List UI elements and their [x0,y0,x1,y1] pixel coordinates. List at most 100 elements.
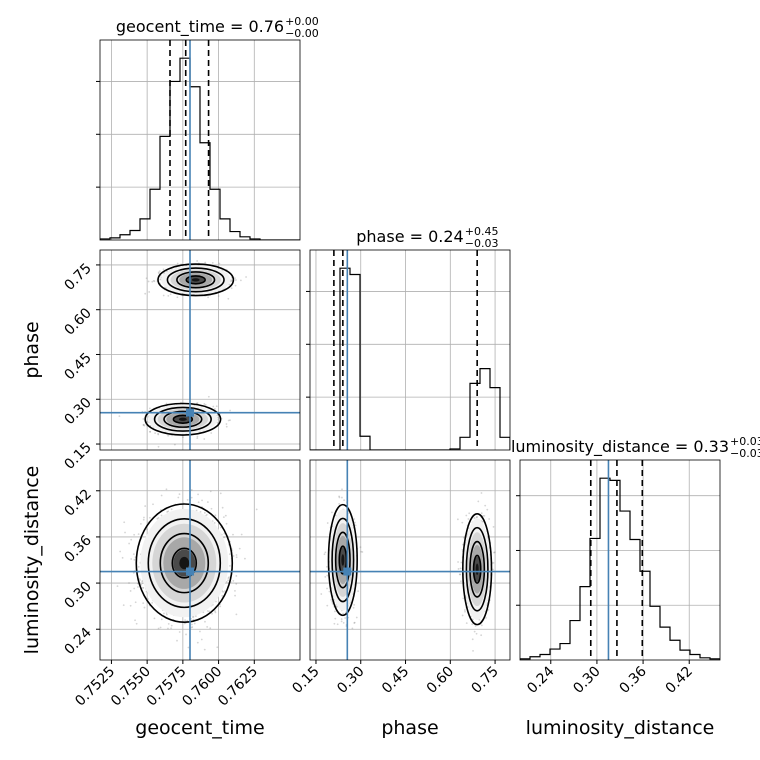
contour-line [331,517,355,603]
sample-point [457,568,460,570]
sample-point [141,580,144,583]
contour-line [153,406,212,432]
sample-point [473,630,476,633]
hist-panel-geocent_time: geocent_time = 0.76 +0.00−0.00 [96,15,319,241]
sample-point [167,622,170,625]
sample-point [160,494,163,497]
sample-point [336,623,339,626]
sample-point [203,648,206,651]
sample-point [196,260,199,262]
sample-point [176,296,179,299]
sample-point [121,556,124,559]
sample-point [151,601,154,604]
sample-point [183,622,186,625]
sample-point [167,434,170,437]
sample-point [212,405,215,408]
sample-point [137,586,139,588]
sample-point [223,536,225,539]
sample-point [190,489,193,491]
contour-line [176,271,216,289]
sample-point [216,421,219,424]
sample-point [227,577,230,580]
contour-line [157,263,235,297]
sample-point [157,516,160,519]
sample-point [190,626,193,629]
sample-point [170,508,173,511]
sample-point [118,415,121,418]
sample-point [354,524,357,527]
sample-point [214,611,217,614]
sample-point [357,590,360,593]
sample-point [326,574,329,577]
sample-point [199,510,202,513]
sample-point [129,604,132,607]
histogram-luminosity_distance [520,477,720,660]
sample-point [234,284,237,287]
scatter-panel-geocent_time-luminosity_distance [99,459,301,661]
sample-point [217,295,220,297]
sample-point [359,546,362,549]
sample-point [151,280,154,283]
sample-point [227,419,230,422]
sample-point [206,610,209,612]
sample-point [143,424,146,427]
sample-point [360,550,362,553]
sample-point [200,638,203,641]
contour-line [159,532,210,594]
sample-point [147,280,150,283]
sample-point [203,438,206,440]
contour-line [144,402,222,436]
sample-point [210,507,213,510]
sample-point [229,419,231,422]
sample-point [484,504,487,507]
sample-point [232,555,235,557]
scatter-area [100,250,300,450]
sample-point [462,597,465,600]
sample-point [486,508,489,511]
sample-point [159,278,162,281]
sample-point [324,575,327,578]
sample-point [191,616,194,618]
sample-point [197,501,200,504]
sample-point [142,518,145,521]
sample-point [353,518,356,520]
sample-point [227,297,230,300]
sample-point [211,261,214,264]
sample-point [130,538,133,541]
title-luminosity_distance: luminosity_distance = 0.33 [511,437,729,457]
sample-point [143,606,146,609]
sample-point [142,602,145,605]
sample-point [204,620,206,623]
sample-point [334,610,336,613]
sample-point [148,516,151,519]
sample-point [187,646,190,649]
sample-point [238,547,241,550]
sample-point [461,521,464,524]
sample-point [338,495,341,498]
sample-point [352,606,355,609]
sample-point [223,532,226,535]
sample-point [207,395,210,398]
sample-point [328,590,331,593]
title-superscript: +0.00 [285,15,319,28]
sample-point [475,632,478,635]
title-phase: phase = 0.24 [356,227,463,246]
scatter-area [100,460,300,660]
sample-point [228,576,230,579]
panel-frame [99,39,301,241]
sample-point [192,615,195,618]
sample-point [341,496,343,499]
title-superscript: +0.45 [465,225,499,238]
sample-point [153,617,156,620]
sample-point [480,512,483,515]
sample-point [137,533,140,536]
sample-point [465,514,468,517]
sample-point [167,510,170,513]
contour-line [334,531,351,589]
sample-point [207,296,210,299]
sample-point [361,551,364,553]
sample-point [206,626,209,628]
sample-point [186,499,189,501]
sample-point [178,493,181,496]
